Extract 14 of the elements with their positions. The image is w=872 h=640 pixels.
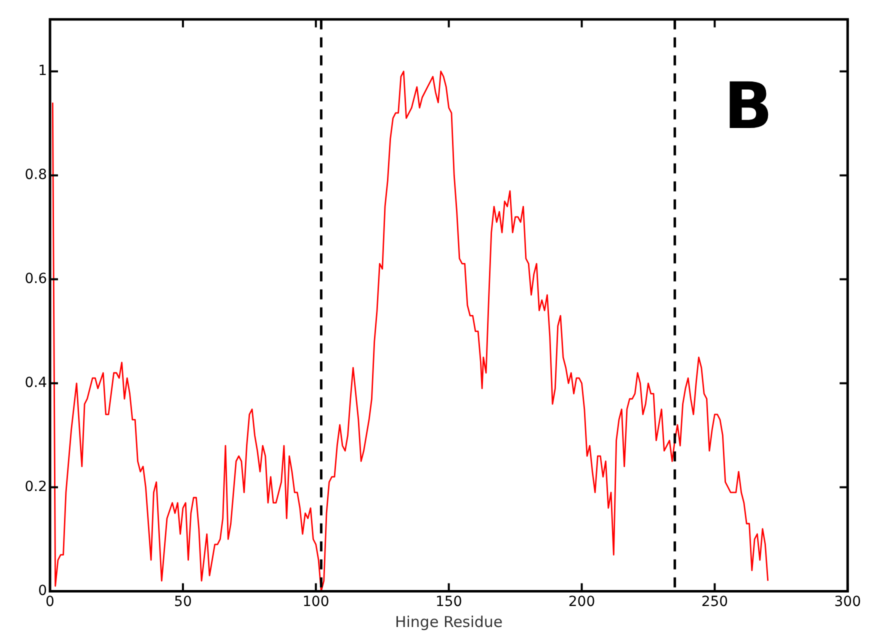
y-tick-label: 0 [38, 582, 47, 599]
y-tick-label: 1 [38, 63, 47, 80]
y-tick-label: 0.6 [24, 270, 48, 287]
y-tick-label: 0.4 [24, 374, 48, 391]
x-tick-label: 50 [174, 594, 192, 610]
x-axis-title: Hinge Residue [394, 612, 503, 631]
x-tick-label: 300 [834, 594, 862, 610]
annotation: B [724, 70, 773, 144]
x-tick-label: 150 [435, 594, 462, 610]
x-tick-label: 250 [701, 594, 728, 610]
x-tick-label: 100 [302, 594, 330, 610]
y-tick-label: 0.8 [24, 166, 47, 183]
y-tick-label: 0.2 [24, 478, 47, 495]
x-tick-label: 200 [568, 594, 596, 610]
